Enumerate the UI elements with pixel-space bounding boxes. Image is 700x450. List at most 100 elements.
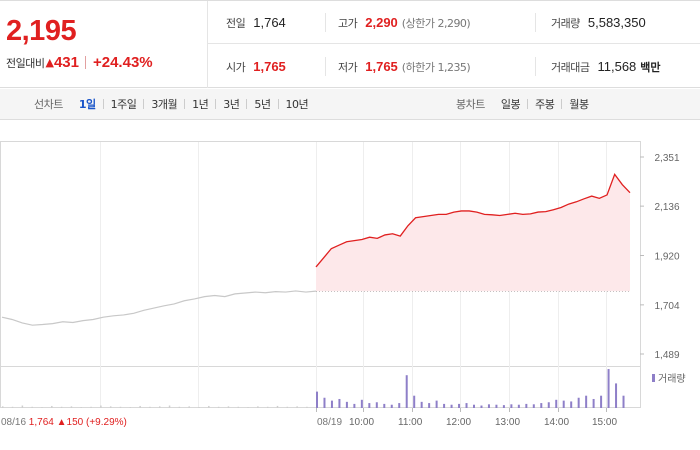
volume-bar (615, 383, 618, 408)
volume-bar (257, 406, 259, 408)
x-tick-label: 12:00 (446, 417, 471, 428)
volume-bar (443, 403, 446, 408)
tab-5-years[interactable]: 5년 (254, 98, 271, 111)
volume-bar (390, 404, 393, 408)
change-label: 전일대비 (6, 56, 45, 70)
volume-bar (41, 407, 43, 408)
volume-bar (465, 403, 468, 408)
volume-bar (51, 405, 53, 408)
volume-bar (562, 400, 565, 408)
volume-bar (458, 403, 461, 408)
current-price-box: 2,195 전일대비 ▲ 431 +24.43% (0, 1, 208, 88)
volume-bar (547, 402, 550, 408)
low-value: 1,765 (365, 59, 398, 74)
quote-summary: 2,195 전일대비 ▲ 431 +24.43% 전일 1,764 고가 2,2… (0, 0, 700, 88)
volume-bar (178, 406, 181, 408)
volume-bar (247, 407, 249, 408)
tab-1-day[interactable]: 1일 (78, 98, 96, 111)
intraday-chart[interactable]: 2,351 2,136 1,920 1,704 1,489 거래량 08/19 10:00 11… (0, 121, 700, 450)
volume-bar (276, 405, 279, 408)
volume-bar (345, 401, 348, 408)
up-arrow-icon: ▲ (54, 417, 67, 428)
volume-bar (119, 406, 122, 408)
line-chart-title: 선차트 (34, 98, 63, 111)
volume-bar (149, 406, 151, 408)
prev-day-rate: (+9.29%) (83, 417, 127, 428)
volume-bar (159, 406, 161, 408)
prev-day-date: 08/16 (1, 417, 26, 428)
volume-legend-label: 거래량 (658, 373, 686, 385)
volume-bar (495, 404, 498, 408)
volume-bar (237, 406, 239, 408)
volume-bar (286, 406, 289, 408)
x-tick-label: 08/19 (317, 417, 342, 428)
prev-day-summary: 08/16 1,764 ▲150 (+9.29%) (1, 417, 127, 428)
volume-bar (90, 406, 92, 408)
prev-day-line (1, 290, 317, 326)
prev-close-value: 1,764 (253, 15, 286, 30)
volume-bar (375, 402, 378, 408)
x-tick-label: 15:00 (592, 417, 617, 428)
trade-amount: 거래대금 11,568 백만 (551, 45, 661, 88)
tab-1-year[interactable]: 1년 (192, 98, 209, 111)
volume-bar (139, 405, 141, 408)
high-label: 고가 (338, 16, 358, 30)
volume-bar (383, 403, 386, 408)
volume-bar (450, 404, 453, 408)
volume-bar (217, 406, 220, 408)
y-tick-label: 2,136 (654, 202, 679, 213)
open-price: 시가 1,765 (226, 45, 286, 88)
volume-bar (570, 401, 573, 408)
volume-bar (480, 405, 483, 408)
x-tick-label: 11:00 (398, 417, 423, 428)
x-tick-label: 10:00 (349, 417, 374, 428)
volume-bar (323, 397, 326, 408)
high-price: 고가 2,290 (상한가 2,290) (338, 1, 471, 44)
tab-10-years[interactable]: 10년 (285, 98, 309, 111)
up-arrow-icon: ▲ (45, 56, 54, 69)
candle-chart-title: 봉차트 (456, 98, 485, 111)
tab-divider (215, 99, 217, 109)
x-tick-label: 14:00 (544, 417, 569, 428)
tab-3-months[interactable]: 3개월 (151, 98, 178, 111)
volume-bar (473, 404, 475, 408)
volume-bar (188, 406, 190, 408)
y-tick-label: 2,351 (654, 153, 679, 164)
volume-bar (129, 407, 132, 408)
volume-bar (487, 404, 490, 408)
volume-bar (316, 391, 318, 408)
volume-bar (607, 369, 610, 408)
tab-daily-candle[interactable]: 일봉 (500, 98, 521, 111)
volume-bar (60, 406, 63, 408)
volume-bar (592, 398, 595, 408)
divider (325, 13, 326, 32)
tab-divider (246, 99, 248, 109)
tab-monthly-candle[interactable]: 월봉 (569, 98, 589, 111)
change-value: 431 (53, 54, 79, 71)
volume-bar (525, 403, 528, 408)
low-label: 저가 (338, 60, 358, 74)
change-divider (84, 56, 86, 69)
volume-bar (306, 406, 308, 408)
volume-bar (368, 403, 371, 408)
volume-bar (622, 395, 625, 408)
divider (325, 57, 326, 76)
tab-3-years[interactable]: 3년 (223, 98, 240, 111)
chart-canvas[interactable]: 2,351 2,136 1,920 1,704 1,489 거래량 08/19 10:00 11… (0, 121, 700, 450)
volume-bar (2, 406, 4, 408)
volume-bar (227, 406, 230, 408)
high-value: 2,290 (365, 15, 398, 30)
volume-bar (413, 395, 416, 408)
y-tick-label: 1,920 (654, 252, 679, 263)
volume-bar (405, 375, 408, 408)
tab-divider (143, 99, 145, 109)
tab-1-week[interactable]: 1주일 (110, 98, 137, 111)
prev-day-change: 150 (67, 417, 84, 428)
volume-value: 5,583,350 (587, 15, 646, 30)
tab-divider (277, 99, 279, 109)
y-tick-label: 1,489 (654, 350, 679, 361)
tab-divider (102, 99, 104, 109)
tab-weekly-candle[interactable]: 주봉 (535, 98, 555, 111)
volume-bar (70, 406, 73, 408)
volume-bar (428, 403, 431, 408)
